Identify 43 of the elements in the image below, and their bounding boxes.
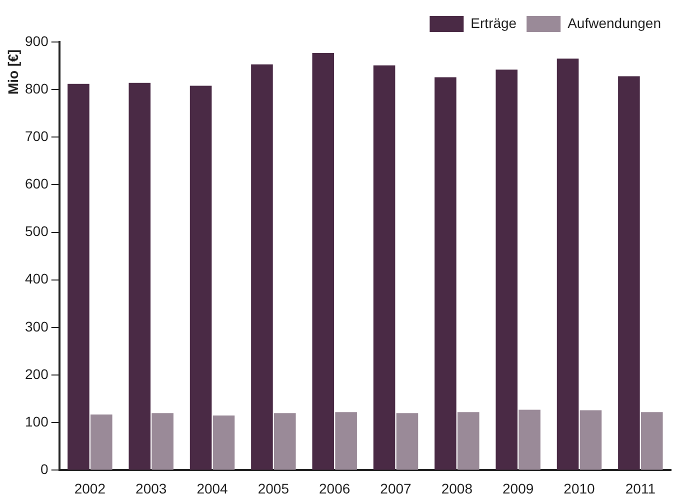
bar [518,410,540,470]
y-tick-label: 900 [25,32,49,49]
bar [434,77,456,470]
x-tick-label: 2009 [502,480,534,496]
bar [312,52,334,470]
x-tick-label: 2003 [136,480,167,496]
bar [190,86,212,470]
y-tick-label: 100 [25,413,49,430]
bar [128,82,151,470]
y-tick-label: 500 [25,223,49,240]
x-tick-label: 2005 [258,480,290,496]
bar [152,413,174,470]
x-tick-label: 2011 [625,480,656,496]
bar [274,413,296,470]
y-tick-label: 800 [25,80,49,96]
x-tick-label: 2007 [380,480,412,496]
bar [396,413,418,470]
bar [212,415,235,470]
bar [90,414,112,470]
x-tick-label: 2006 [319,480,350,496]
y-tick-label: 700 [25,128,49,144]
x-tick-label: 2008 [441,480,473,496]
y-axis-title: Mio [€] [4,49,21,95]
bar [373,65,396,470]
bar [335,412,357,470]
legend-label: Erträge [470,14,517,31]
y-tick-label: 300 [25,318,49,334]
y-tick-label: 200 [25,366,49,382]
x-tick-label: 2004 [196,480,228,496]
bar [618,76,640,470]
bar [580,410,602,470]
x-tick-label: 2010 [564,480,596,496]
y-tick-label: 400 [25,270,49,287]
bar [251,64,273,470]
y-tick-label: 600 [25,176,49,192]
bar [68,84,90,470]
x-tick-label: 2002 [74,480,106,496]
bar [496,70,518,470]
bar [640,412,663,470]
bar [458,412,480,470]
legend-label: Aufwendungen [568,14,662,31]
bar [556,58,579,470]
y-tick-label: 0 [40,461,49,478]
